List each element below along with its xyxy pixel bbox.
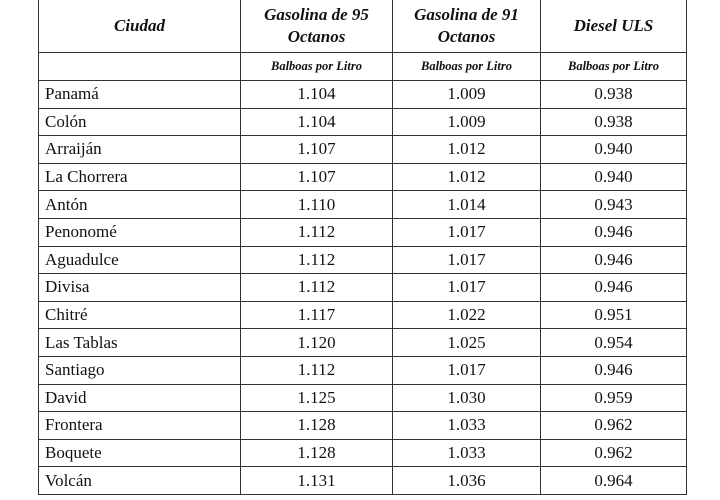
price-cell: 1.104 [240,80,393,109]
price-cell: 1.012 [392,135,541,164]
table-row: Antón 1.110 1.014 0.943 [38,190,687,219]
price-cell: 1.017 [392,245,541,275]
city-cell: Volcán [38,466,241,495]
price-cell: 1.112 [240,217,393,247]
price-cell: 1.125 [240,383,393,413]
city-cell: Divisa [38,273,241,302]
unit-cell: Balboas por Litro [392,52,541,81]
city-cell: Santiago [38,355,241,385]
price-cell: 1.128 [240,411,393,440]
price-cell: 1.110 [240,190,393,219]
unit-row: Balboas por Litro Balboas por Litro Balb… [38,52,687,81]
price-cell: 1.017 [392,273,541,302]
price-cell: 1.033 [392,438,541,468]
price-cell: 0.940 [540,135,687,164]
price-cell: 1.009 [392,80,541,109]
city-cell: Frontera [38,411,241,440]
city-cell: Panamá [38,80,241,109]
price-table: Ciudad Gasolina de 95 Octanos Gasolina d… [38,0,687,495]
table-body: Panamá 1.104 1.009 0.938 Colón 1.104 1.009 0.93… [38,80,687,495]
city-cell: Aguadulce [38,245,241,275]
price-cell: 0.962 [540,411,687,440]
price-cell: 1.112 [240,355,393,385]
header-row: Ciudad Gasolina de 95 Octanos Gasolina d… [38,0,687,53]
price-cell: 0.954 [540,328,687,357]
price-cell: 0.938 [540,80,687,109]
price-cell: 1.017 [392,355,541,385]
city-cell: Las Tablas [38,328,241,357]
table-row: Chitré 1.117 1.022 0.951 [38,300,687,330]
price-cell: 1.117 [240,300,393,330]
price-cell: 1.025 [392,328,541,357]
table-row: Santiago 1.112 1.017 0.946 [38,355,687,385]
price-cell: 0.962 [540,438,687,468]
price-cell: 1.120 [240,328,393,357]
city-cell: Chitré [38,300,241,330]
table-row: Aguadulce 1.112 1.017 0.946 [38,245,687,275]
price-cell: 0.946 [540,217,687,247]
unit-cell: Balboas por Litro [240,52,393,81]
price-cell: 0.938 [540,107,687,137]
price-cell: 1.112 [240,273,393,302]
table-row: Las Tablas 1.120 1.025 0.954 [38,328,687,357]
header-cell: Gasolina de 95 Octanos [240,0,393,53]
price-cell: 0.943 [540,190,687,219]
price-cell: 0.946 [540,245,687,275]
price-cell: 1.107 [240,162,393,192]
price-cell: 0.964 [540,466,687,495]
price-cell: 0.951 [540,300,687,330]
table-row: David 1.125 1.030 0.959 [38,383,687,413]
table-row: Divisa 1.112 1.017 0.946 [38,273,687,302]
price-cell: 1.012 [392,162,541,192]
price-cell: 0.946 [540,355,687,385]
table-row: Penonomé 1.112 1.017 0.946 [38,217,687,247]
price-cell: 1.033 [392,411,541,440]
price-cell: 1.104 [240,107,393,137]
table-row: Volcán 1.131 1.036 0.964 [38,466,687,495]
price-cell: 1.014 [392,190,541,219]
price-cell: 1.112 [240,245,393,275]
unit-cell: Balboas por Litro [540,52,687,81]
city-cell: Colón [38,107,241,137]
table-row: Frontera 1.128 1.033 0.962 [38,411,687,440]
city-cell: Arraiján [38,135,241,164]
table-row: Arraiján 1.107 1.012 0.940 [38,135,687,164]
city-cell: David [38,383,241,413]
city-cell: Penonomé [38,217,241,247]
city-cell: La Chorrera [38,162,241,192]
table-row: La Chorrera 1.107 1.012 0.940 [38,162,687,192]
table-row: Colón 1.104 1.009 0.938 [38,107,687,137]
price-cell: 1.009 [392,107,541,137]
header-cell: Gasolina de 91 Octanos [392,0,541,53]
city-cell: Antón [38,190,241,219]
price-cell: 1.128 [240,438,393,468]
price-cell: 1.036 [392,466,541,495]
price-cell: 1.030 [392,383,541,413]
price-cell: 0.959 [540,383,687,413]
price-cell: 0.946 [540,273,687,302]
table-row: Panamá 1.104 1.009 0.938 [38,80,687,109]
header-cell: Diesel ULS [540,0,687,53]
price-cell: 1.107 [240,135,393,164]
header-cell: Ciudad [38,0,241,53]
price-cell: 0.940 [540,162,687,192]
empty-cell [38,52,241,81]
city-cell: Boquete [38,438,241,468]
price-cell: 1.131 [240,466,393,495]
price-cell: 1.022 [392,300,541,330]
price-cell: 1.017 [392,217,541,247]
table-row: Boquete 1.128 1.033 0.962 [38,438,687,468]
